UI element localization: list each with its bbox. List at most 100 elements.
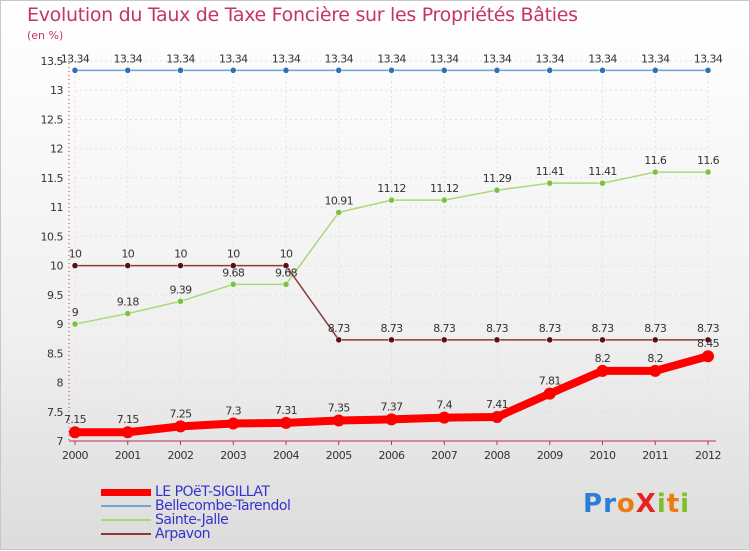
data-label: 8.73 [644, 322, 667, 335]
legend-item-le-poet-sigillat: LE POëT-SIGILLAT [101, 484, 290, 500]
data-label: 10 [174, 248, 187, 261]
data-label: 7.37 [380, 400, 403, 413]
y-tick-label: 9 [57, 318, 64, 331]
logo-letter: X [635, 489, 657, 519]
data-point [71, 320, 79, 328]
data-point [174, 420, 187, 433]
data-point [599, 336, 606, 344]
data-label: 11.29 [483, 172, 512, 185]
data-point [546, 179, 553, 187]
data-label: 8.73 [697, 322, 720, 335]
data-label: 13.34 [219, 52, 248, 65]
y-tick-label: 9.5 [47, 289, 63, 302]
data-point [335, 336, 342, 344]
logo-letter: i [656, 489, 667, 519]
data-label: 11.12 [430, 182, 459, 195]
y-tick-label: 10.5 [41, 230, 64, 243]
data-label: 10 [227, 248, 240, 261]
data-point [124, 310, 131, 317]
data-label: 7.3 [225, 404, 241, 417]
legend-label: Bellecombe-Tarendol [155, 498, 291, 514]
data-label: 13.34 [694, 52, 723, 65]
data-point [385, 413, 398, 426]
data-label: 8.73 [433, 322, 456, 335]
data-label: 7.31 [275, 404, 297, 417]
data-point [652, 336, 659, 344]
data-point [124, 262, 131, 269]
data-label: 13.34 [536, 52, 565, 65]
data-point [335, 209, 342, 216]
data-point [71, 67, 79, 74]
data-label: 13.34 [377, 52, 406, 65]
logo-letter: o [616, 489, 636, 519]
data-point [596, 364, 609, 377]
data-label: 8.73 [380, 322, 403, 335]
data-label: 13.34 [483, 52, 512, 65]
data-label: 13.34 [588, 52, 617, 65]
data-point [441, 336, 448, 344]
x-tick-label: 2003 [220, 449, 246, 462]
data-point [493, 336, 501, 344]
data-label: 11.41 [536, 165, 565, 178]
data-point [388, 336, 395, 344]
data-label: 13.34 [272, 52, 301, 65]
data-point [493, 67, 501, 74]
data-label: 10 [121, 248, 134, 261]
data-label: 13.34 [114, 52, 143, 65]
unit-label: (en %) [27, 29, 64, 42]
data-label: 9.39 [169, 283, 192, 296]
data-label: 8.2 [647, 352, 663, 365]
x-tick-label: 2000 [62, 449, 88, 462]
x-tick-label: 2008 [484, 449, 510, 462]
x-tick-label: 2011 [642, 449, 668, 462]
data-label: 7.4 [436, 399, 452, 412]
data-point [335, 67, 342, 74]
data-label: 11.6 [697, 154, 720, 167]
y-tick-label: 12 [50, 143, 63, 156]
data-label: 13.34 [325, 52, 354, 65]
x-tick-label: 2001 [115, 449, 141, 462]
data-point [599, 179, 606, 187]
data-label: 7.35 [328, 402, 351, 415]
legend-label: Sainte-Jalle [155, 512, 229, 528]
data-label: 13.34 [61, 52, 90, 65]
y-tick-label: 13 [50, 84, 63, 97]
y-tick-label: 13.5 [41, 55, 64, 68]
data-point [177, 298, 184, 305]
legend: LE POëT-SIGILLAT Bellecombe-Tarendol Sai… [101, 484, 291, 542]
y-tick-label: 10 [50, 260, 63, 273]
data-point [493, 186, 501, 194]
data-point [491, 411, 503, 424]
data-label: 8.73 [591, 322, 614, 335]
data-point [702, 350, 714, 363]
data-point [230, 281, 237, 288]
y-tick-label: 8 [57, 377, 64, 390]
logo-letter: t [666, 489, 681, 519]
x-tick-label: 2007 [431, 449, 457, 462]
data-point [388, 67, 395, 74]
data-point [441, 67, 448, 74]
data-label: 8.73 [539, 322, 562, 335]
y-tick-label: 7.5 [47, 406, 63, 419]
logo-letter: P [583, 489, 604, 519]
data-label: 13.34 [430, 52, 459, 65]
data-point [649, 364, 662, 377]
data-label: 13.34 [641, 52, 670, 65]
data-point [282, 281, 290, 288]
chart-title: Evolution du Taux de Taxe Foncière sur l… [27, 4, 578, 26]
legend-label: Arpavon [155, 526, 211, 542]
x-tick-label: 2012 [695, 449, 721, 462]
data-point [177, 67, 184, 74]
data-point [121, 426, 134, 439]
data-point [388, 196, 395, 204]
data-label: 11.41 [588, 165, 617, 178]
data-point [704, 168, 712, 176]
data-label: 10.91 [325, 194, 354, 207]
data-label: 7.15 [117, 413, 140, 426]
legend-item-sainte-jalle: Sainte-Jalle [101, 512, 290, 528]
legend-swatch [101, 488, 151, 496]
data-point [704, 336, 712, 344]
data-point [177, 262, 184, 269]
data-point [332, 414, 345, 427]
